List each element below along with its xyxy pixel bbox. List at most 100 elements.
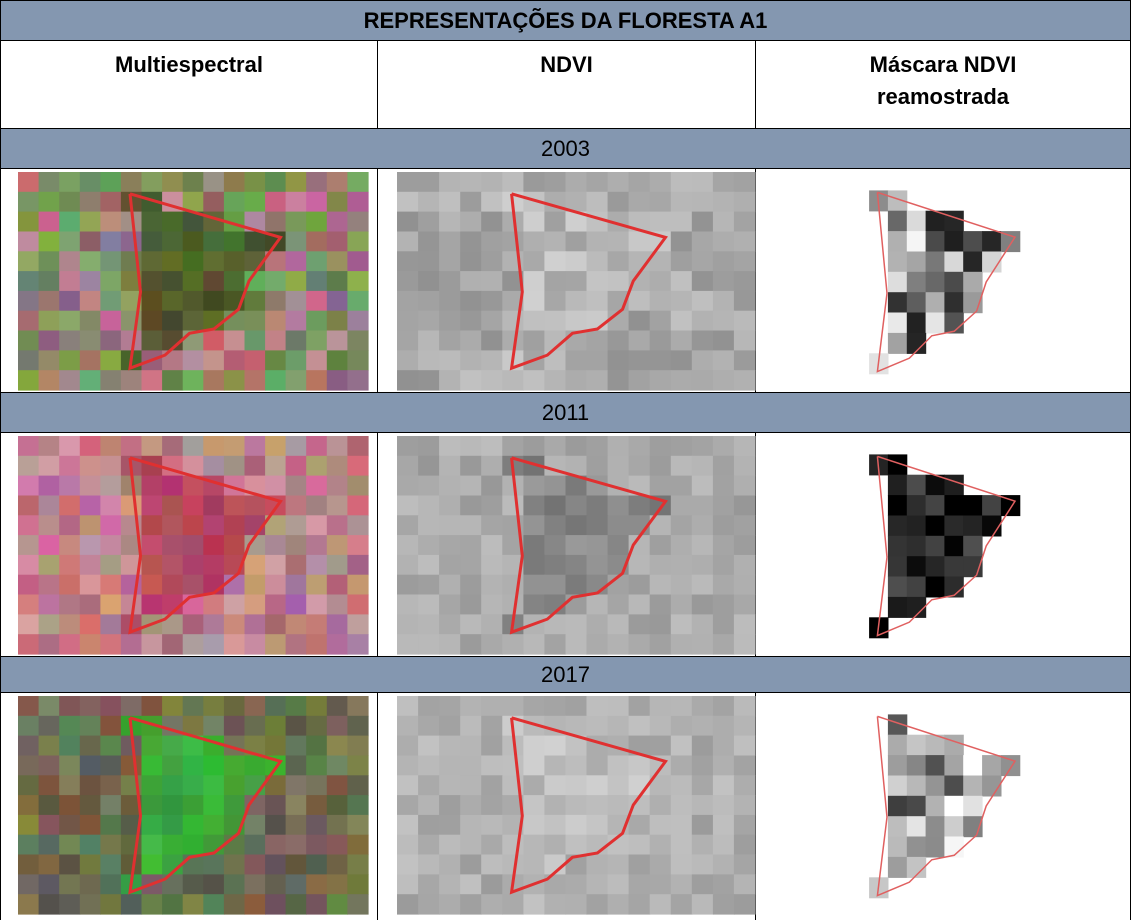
pixel — [397, 756, 419, 776]
image — [397, 172, 756, 391]
pixel — [59, 736, 80, 756]
pixel — [142, 271, 163, 291]
pixel — [80, 476, 101, 496]
pixel — [327, 515, 348, 535]
pixel — [100, 835, 121, 855]
pixel — [523, 815, 545, 835]
pixel — [80, 595, 101, 615]
pixel — [100, 331, 121, 351]
pixel — [265, 271, 286, 291]
pixel — [650, 595, 672, 615]
pixel — [265, 331, 286, 351]
pixel — [523, 251, 545, 271]
pixel — [245, 815, 266, 835]
pixel — [734, 515, 756, 535]
image — [397, 696, 756, 915]
pixel — [671, 370, 693, 390]
pixel — [907, 536, 926, 557]
pixel — [926, 313, 945, 334]
pixel — [692, 874, 714, 894]
pixel — [327, 496, 348, 516]
pixel — [162, 271, 183, 291]
pixel — [418, 291, 440, 311]
pixel — [418, 756, 440, 776]
pixel — [650, 614, 672, 634]
pixel — [439, 192, 461, 212]
pixel — [671, 874, 693, 894]
pixel — [18, 476, 39, 496]
pixel — [523, 496, 545, 516]
table: REPRESENTAÇÕES DA FLORESTA A1 Multiespec… — [0, 0, 1131, 920]
pixel — [418, 496, 440, 516]
pixel — [39, 555, 60, 575]
pixel — [907, 292, 926, 313]
pixel — [671, 172, 693, 192]
pixel — [629, 436, 651, 456]
pixel — [888, 755, 907, 776]
pixel — [39, 476, 60, 496]
pixel — [671, 436, 693, 456]
pixel — [397, 172, 419, 192]
pixel — [59, 496, 80, 516]
pixel — [203, 775, 224, 795]
pixel — [481, 515, 503, 535]
pixel — [439, 614, 461, 634]
pixel — [162, 476, 183, 496]
pixel — [18, 874, 39, 894]
pixel — [650, 575, 672, 595]
pixel — [121, 496, 142, 516]
pixel — [502, 575, 524, 595]
pixel — [286, 575, 307, 595]
pixel — [18, 736, 39, 756]
pixel — [327, 172, 348, 192]
pixel — [306, 575, 327, 595]
pixel — [926, 292, 945, 313]
pixel — [481, 756, 503, 776]
pixel — [888, 313, 907, 334]
pixel — [692, 456, 714, 476]
pixel — [306, 634, 327, 654]
pixel — [59, 212, 80, 232]
pixel — [286, 370, 307, 390]
pixel — [713, 496, 735, 516]
pixel — [183, 815, 204, 835]
pixel — [59, 555, 80, 575]
pixel — [418, 855, 440, 875]
pixel — [162, 894, 183, 914]
pixel — [907, 755, 926, 776]
pixel — [888, 231, 907, 252]
image — [869, 190, 1020, 374]
pixel — [286, 815, 307, 835]
pixel — [39, 212, 60, 232]
pixel — [734, 815, 756, 835]
pixel — [347, 835, 368, 855]
pixel — [734, 535, 756, 555]
pixel — [183, 535, 204, 555]
pixel — [327, 634, 348, 654]
pixel — [327, 555, 348, 575]
pixel — [502, 756, 524, 776]
pixel — [306, 172, 327, 192]
pixel — [347, 535, 368, 555]
pixel — [306, 456, 327, 476]
pixel — [142, 436, 163, 456]
pixel — [39, 775, 60, 795]
pixel — [203, 855, 224, 875]
pixel — [162, 696, 183, 716]
pixel — [245, 291, 266, 311]
pixel — [650, 815, 672, 835]
pixel — [907, 577, 926, 598]
pixel — [397, 535, 419, 555]
pixel — [265, 634, 286, 654]
pixel — [327, 775, 348, 795]
pixel — [347, 311, 368, 331]
pixel — [397, 232, 419, 252]
pixel — [286, 716, 307, 736]
pixel — [944, 776, 963, 797]
pixel — [963, 231, 982, 252]
pixel — [907, 313, 926, 334]
pixel — [18, 696, 39, 716]
pixel — [608, 350, 630, 370]
pixel — [418, 370, 440, 390]
pixel — [397, 575, 419, 595]
